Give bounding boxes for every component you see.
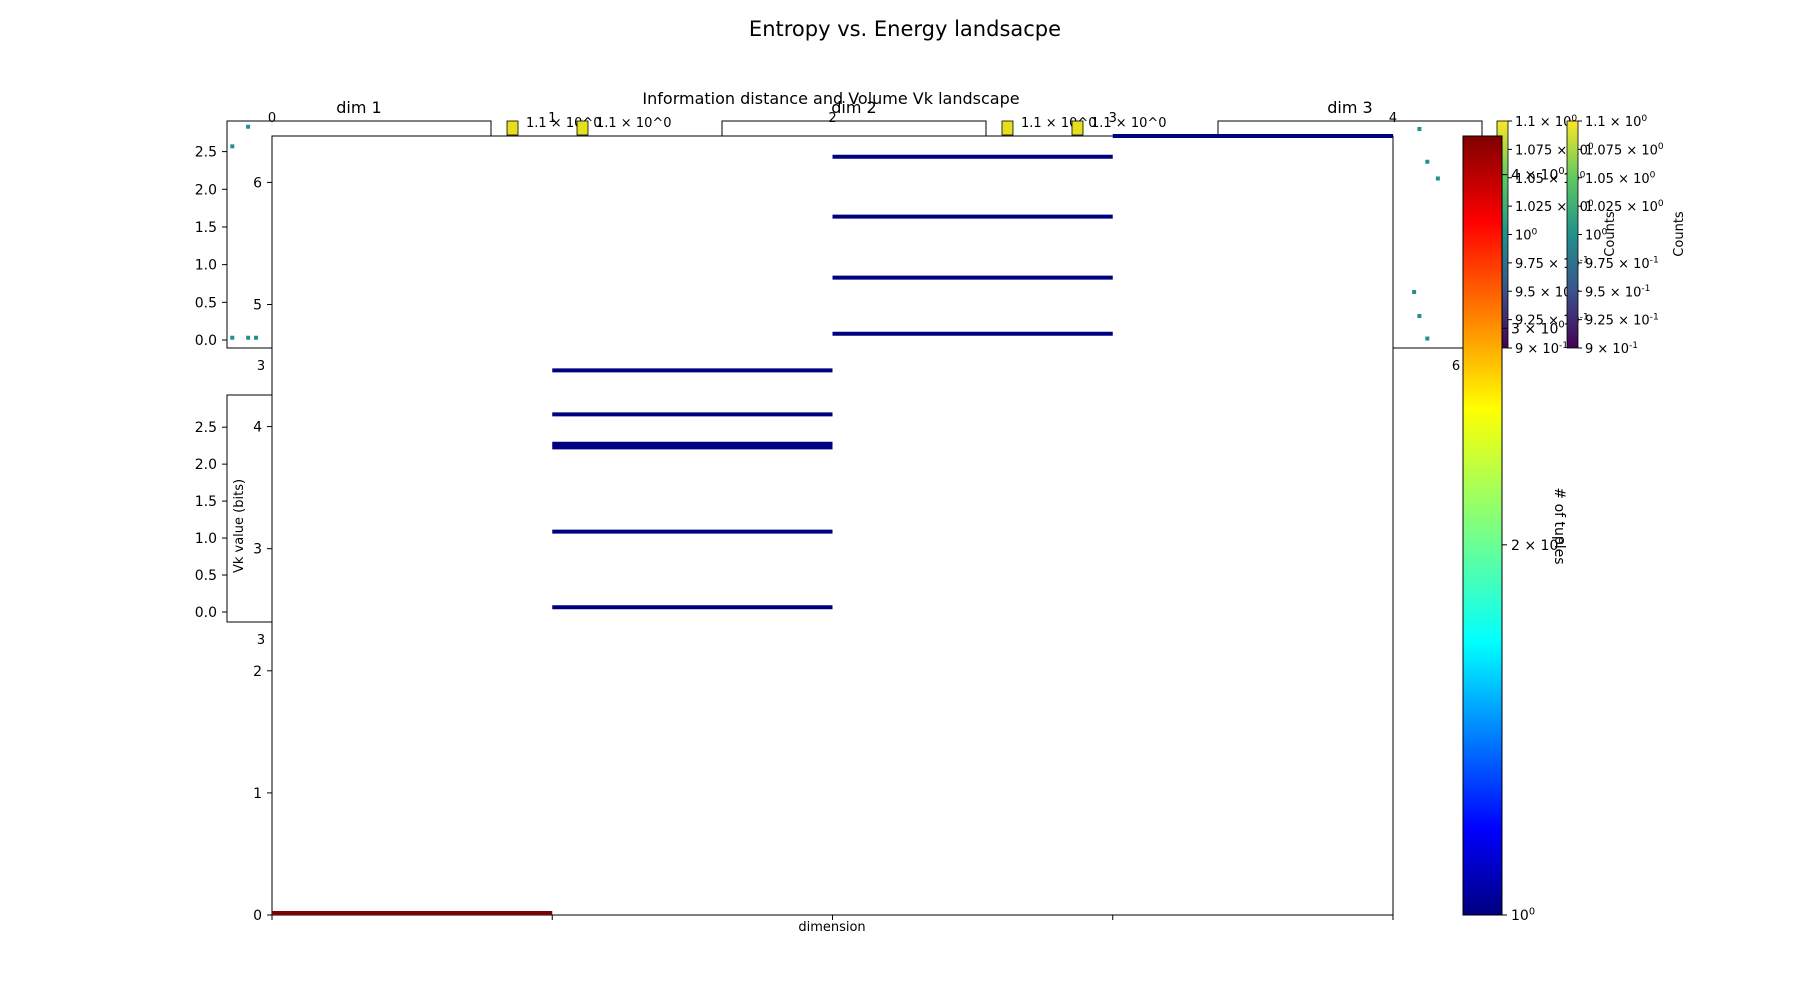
x-tick-label: 2 [828, 111, 836, 126]
dim-1-points [230, 124, 259, 340]
colorbar-tick-label: 1.1 × 100 [1515, 114, 1577, 130]
colorbar-tick-label: 100 [1585, 227, 1608, 243]
tuples-colorbar-ticks: 100 2 × 100 3 × 100 4 × 100 [1502, 166, 1565, 924]
colorbar-tick-label: 100 [1511, 906, 1535, 924]
main-xlabel: dimension [798, 920, 865, 935]
tiny-colorbar-label: 1.1 × 10^0 [1021, 116, 1097, 131]
scatter-point [1425, 336, 1430, 341]
y-tick-label: 1.0 [195, 531, 217, 547]
colorbar-tick-label: 9.5 × 10-1 [1585, 284, 1650, 300]
y-tick-label: 1.5 [195, 220, 217, 236]
scatter-point [1417, 313, 1422, 318]
dim-2-y-axis: 0.0 0.5 1.0 1.5 2.0 2.5 [195, 420, 227, 621]
colorbar-tick-label: 1.05 × 100 [1515, 171, 1586, 187]
scatter-point [254, 335, 259, 340]
counts-colorbar-label: Counts [1603, 211, 1618, 257]
colorbar-tick-label: 9.75 × 10-1 [1585, 256, 1659, 272]
colorbar-tick-label: 1.075 × 100 [1515, 142, 1594, 158]
dim-1-y-axis: 0.0 0.5 1.0 1.5 2.0 2.5 [195, 145, 227, 349]
y-tick-label: 5 [253, 297, 262, 313]
dim-2-x-tick: 3 [257, 633, 265, 648]
tiny-colorbar-swatch [506, 120, 519, 136]
colorbar-tick-label: 9 × 10-1 [1585, 341, 1638, 357]
x-tick-label: 4 [1389, 111, 1397, 126]
tiny-colorbar-label: 1.1 × 10^0 [526, 116, 602, 131]
tuples-colorbar-label: # of tuples [1551, 487, 1567, 564]
y-tick-label: 0 [253, 908, 262, 924]
colorbar-tick-label: 1.075 × 100 [1585, 142, 1664, 158]
dim-2-title: dim 2 [831, 98, 876, 117]
scatter-point [1425, 159, 1430, 164]
tiny-colorbar-label: 1.1 × 10^0 [1091, 116, 1167, 131]
counts-colorbar-label: Counts [1672, 211, 1687, 257]
dim-2-ylabel: Vk value (bits) [232, 479, 247, 573]
y-tick-label: 0.0 [195, 605, 217, 621]
main-y-axis: 0 1 2 3 4 5 6 [253, 175, 272, 924]
tuples-colorbar: 100 2 × 100 3 × 100 4 × 100 # of tuples [1462, 135, 1567, 924]
scatter-point [246, 335, 251, 340]
y-tick-label: 2.5 [195, 145, 217, 161]
subplot-dim-2: 0.0 0.5 1.0 1.5 2.0 2.5 Vk value (bits) 3 [195, 394, 280, 648]
y-tick-label: 2.0 [195, 457, 217, 473]
main-title: Information distance and Volume Vk lands… [642, 89, 1019, 108]
y-tick-label: 0.5 [195, 295, 217, 311]
tiny-colorbar-swatch [576, 120, 589, 136]
colorbar-tick-label: 100 [1515, 227, 1538, 243]
dim-1-x-tick: 3 [257, 359, 265, 374]
dim-3-x-tick: 6 [1452, 359, 1460, 374]
scatter-point [1417, 127, 1422, 131]
colorbar-tick-label: 9.25 × 10-1 [1515, 312, 1589, 328]
y-tick-label: 3 [253, 542, 262, 558]
colorbar-tick-label: 1.05 × 100 [1585, 171, 1656, 187]
dim-2-lower-frame [226, 394, 280, 623]
scatter-point [230, 144, 235, 149]
main-x-tick-labels-top: 0 1 2 3 4 [268, 111, 1397, 126]
scatter-point [1435, 176, 1440, 181]
scatter-point [1412, 289, 1417, 294]
colorbar-tick-label: 3 × 100 [1511, 320, 1565, 338]
colorbar-tick-label: 9 × 10-1 [1515, 341, 1568, 357]
y-tick-label: 0.0 [195, 333, 217, 349]
counts-colorbar-gradient [1566, 120, 1579, 349]
main-segments [272, 134, 1393, 915]
main-axes: Information distance and Volume Vk lands… [253, 89, 1397, 935]
scatter-point [246, 124, 251, 129]
y-tick-label: 2 [253, 664, 262, 680]
colorbar-tick-label: 1.025 × 100 [1515, 199, 1594, 215]
colorbar-tick-label: 1.025 × 100 [1585, 199, 1664, 215]
dim-1-title: dim 1 [336, 98, 381, 117]
tuples-colorbar-gradient [1462, 135, 1503, 916]
tiny-colorbar-swatch [1001, 120, 1014, 136]
y-tick-label: 4 [253, 420, 262, 436]
tiny-colorbar-swatch [1071, 120, 1084, 136]
y-tick-label: 1.0 [195, 258, 217, 274]
dim-3-title: dim 3 [1327, 98, 1372, 117]
x-tick-label: 1 [548, 111, 556, 126]
y-tick-label: 1.5 [195, 494, 217, 510]
y-tick-label: 1 [253, 786, 262, 802]
colorbar-tick-label: 4 × 100 [1511, 166, 1565, 184]
x-tick-label: 3 [1109, 111, 1117, 126]
counts-colorbar-2: 9 × 10-1 9.25 × 10-1 9.5 × 10-1 9.75 × 10-1… [1566, 114, 1687, 357]
counts-colorbar-ticks: 9 × 10-19.25 × 10-19.5 × 10-19.75 × 10-1… [1508, 114, 1594, 357]
main-x-axis [271, 915, 1394, 920]
colorbar-tick-label: 9.75 × 10-1 [1515, 256, 1589, 272]
y-tick-label: 0.5 [195, 568, 217, 584]
counts-colorbar-ticks: 9 × 10-1 9.25 × 10-1 9.5 × 10-1 9.75 × 10-1… [1578, 114, 1664, 357]
y-tick-label: 2.5 [195, 420, 217, 436]
colorbar-tick-label: 1.1 × 100 [1585, 114, 1647, 130]
y-tick-label: 6 [253, 175, 262, 191]
tiny-colorbar-label: 1.1 × 10^0 [596, 116, 672, 131]
tiny-colorbar-dim-1b: 1.1 × 10^0 [576, 116, 672, 136]
y-tick-label: 2.0 [195, 182, 217, 198]
x-tick-label: 0 [268, 111, 276, 126]
tiny-colorbar-dim-2b: 1.1 × 10^0 [1071, 116, 1167, 136]
figure-suptitle: Entropy vs. Energy landsacpe [749, 17, 1061, 41]
main-plot-area [271, 135, 1394, 916]
colorbar-tick-label: 9.25 × 10-1 [1585, 312, 1659, 328]
scatter-point [230, 335, 235, 340]
colorbar-tick-label: 2 × 100 [1511, 536, 1565, 554]
